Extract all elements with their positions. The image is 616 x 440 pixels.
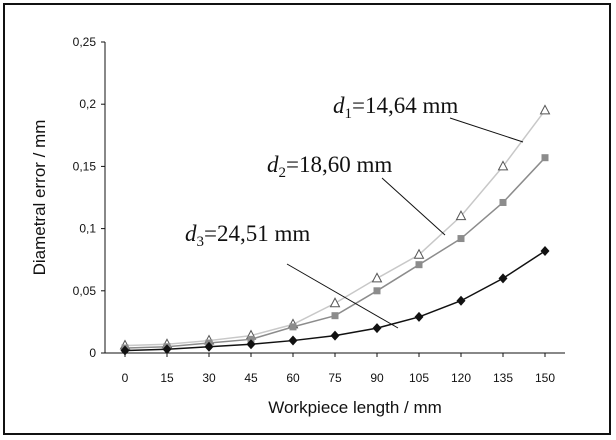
- data-point-diamond: [330, 330, 340, 341]
- series-annotations: d1=14,64 mm d2=18,60 mm d3=24,51 mm: [185, 93, 524, 329]
- series-3-leader-line: [286, 263, 399, 329]
- x-tick-label: 120: [451, 371, 471, 385]
- axes: [101, 41, 565, 357]
- data-point-square: [415, 261, 423, 269]
- data-point-diamond: [120, 345, 130, 356]
- x-tick-label: 150: [535, 371, 555, 385]
- y-tick-label: 0,05: [73, 284, 97, 298]
- x-tick-label: 105: [409, 371, 429, 385]
- tick-labels: 0 0,05 0,1 0,15 0,2 0,25 0 15 30 45 60 75 90 105 120 13…: [73, 35, 556, 385]
- x-tick-label: 0: [122, 371, 129, 385]
- x-tick-label: 30: [202, 371, 216, 385]
- y-tick-label: 0: [89, 346, 96, 360]
- data-point-triangle: [371, 272, 383, 283]
- data-point-diamond: [204, 341, 214, 352]
- data-point-diamond: [288, 335, 298, 346]
- x-tick-label: 135: [493, 371, 513, 385]
- x-tick-label: 15: [160, 371, 174, 385]
- series-2-leader-line: [381, 177, 446, 236]
- series-2-label: d2=18,60 mm: [267, 152, 392, 181]
- x-tick-label: 75: [328, 371, 342, 385]
- y-tick-label: 0,15: [73, 159, 97, 173]
- data-point-diamond: [498, 273, 508, 284]
- x-tick-label: 45: [244, 371, 258, 385]
- data-point-triangle: [497, 160, 509, 171]
- data-point-square: [289, 323, 297, 331]
- series-2: [121, 154, 549, 352]
- data-point-triangle: [329, 297, 341, 308]
- data-point-square: [541, 154, 549, 162]
- series-2-line: [124, 157, 546, 349]
- y-tick-label: 0,2: [79, 97, 96, 111]
- data-point-diamond: [372, 323, 382, 334]
- x-tick-label: 60: [286, 371, 300, 385]
- data-point-diamond: [246, 339, 256, 350]
- data-point-square: [499, 198, 507, 206]
- x-axis-title: Workpiece length / mm: [268, 398, 442, 417]
- y-tick-label: 0,25: [73, 35, 97, 49]
- series-group: [119, 104, 551, 356]
- data-point-diamond: [162, 344, 172, 355]
- data-point-diamond: [540, 245, 550, 256]
- data-point-square: [373, 287, 381, 295]
- series-1-leader-line: [449, 117, 524, 143]
- series-3: [120, 245, 550, 356]
- series-3-label: d3=24,51 mm: [185, 221, 310, 250]
- data-point-diamond: [456, 295, 466, 306]
- x-tick-label: 90: [370, 371, 384, 385]
- y-axis-title: Diametral error / mm: [30, 120, 49, 276]
- data-point-triangle: [455, 210, 467, 221]
- y-tick-label: 0,1: [79, 222, 96, 236]
- series-1-label: d1=14,64 mm: [333, 93, 458, 122]
- data-point-square: [457, 235, 465, 243]
- data-point-triangle: [413, 248, 425, 259]
- data-point-diamond: [414, 311, 424, 322]
- data-point-square: [331, 312, 339, 320]
- data-point-triangle: [539, 104, 551, 115]
- chart-frame: [3, 3, 611, 435]
